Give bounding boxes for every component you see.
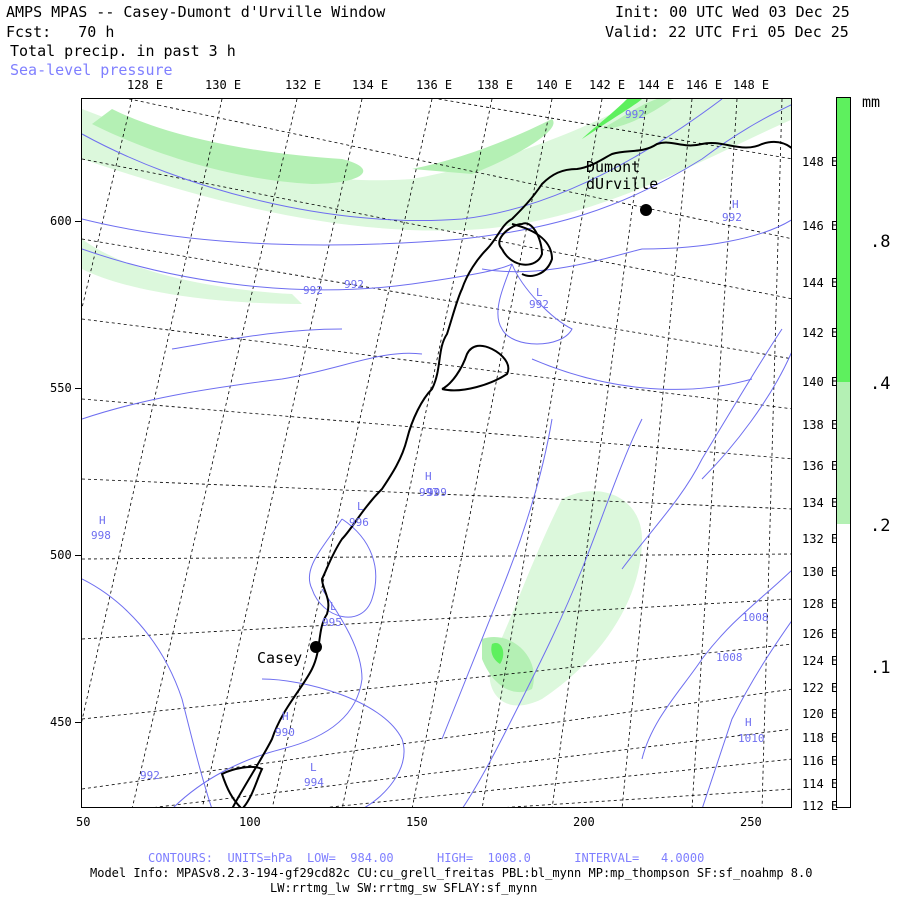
top-lon-label: 128 E — [127, 78, 164, 92]
pressure-label: H — [732, 198, 739, 211]
top-lon-label: 144 E — [638, 78, 675, 92]
top-lon-label: 130 E — [205, 78, 242, 92]
pressure-label: 994 — [304, 776, 324, 789]
map-canvas — [82, 99, 791, 807]
colorbar-label: .2 — [870, 516, 891, 536]
right-lon-label: 122 E — [802, 681, 839, 695]
pressure-label: H — [282, 710, 289, 723]
station-casey-label: Casey — [257, 649, 303, 667]
pressure-label: L — [357, 500, 364, 513]
top-lon-label: 142 E — [589, 78, 626, 92]
pressure-label: L — [330, 600, 337, 613]
x-axis-label: 150 — [406, 815, 428, 829]
pressure-label: 1008 — [742, 611, 769, 624]
top-lon-label: 136 E — [416, 78, 453, 92]
field-slp-label: Sea-level pressure — [10, 61, 173, 79]
right-lon-label: 146 E — [802, 219, 839, 233]
right-lon-label: 142 E — [802, 326, 839, 340]
right-lon-label: 116 E — [802, 754, 839, 768]
top-lon-label: 148 E — [733, 78, 770, 92]
y-axis-label: 450 — [50, 715, 72, 729]
pressure-label: H — [99, 514, 106, 527]
x-axis-label: 50 — [76, 815, 91, 829]
pressure-label: 1010 — [738, 732, 765, 745]
top-lon-label: 132 E — [285, 78, 322, 92]
right-lon-label: 114 E — [802, 777, 839, 791]
y-tick — [75, 388, 81, 389]
right-lon-label: 124 E — [802, 654, 839, 668]
pressure-label: 992 — [303, 284, 323, 297]
pressure-label: 1008 — [716, 651, 743, 664]
right-lon-label: 128 E — [802, 597, 839, 611]
pressure-label: 990 — [275, 726, 295, 739]
top-lon-label: 146 E — [686, 78, 723, 92]
pressure-label: 995 — [322, 616, 342, 629]
top-lon-label: 140 E — [536, 78, 573, 92]
right-lon-label: 136 E — [802, 459, 839, 473]
y-axis-label: 600 — [50, 214, 72, 228]
station-dumont-durville-marker[interactable] — [640, 204, 652, 216]
pressure-label: H — [425, 470, 432, 483]
right-lon-label: 138 E — [802, 418, 839, 432]
pressure-label: 992 — [344, 278, 364, 291]
field-precip-label: Total precip. in past 3 h — [10, 42, 236, 60]
y-axis-label: 550 — [50, 381, 72, 395]
coastline — [220, 140, 791, 807]
station-casey-marker[interactable] — [310, 641, 322, 653]
right-lon-label: 126 E — [802, 627, 839, 641]
x-axis-label: 200 — [573, 815, 595, 829]
colorbar-segment-none — [837, 666, 850, 807]
right-lon-label: 140 E — [802, 375, 839, 389]
model-info-2: LW:rrtmg_lw SW:rrtmg_sw SFLAY:sf_mynn — [270, 881, 538, 895]
colorbar-segment-mid — [837, 382, 850, 524]
map-title: AMPS MPAS -- Casey-Dumont d'Urville Wind… — [6, 3, 386, 21]
x-axis-label: 100 — [239, 815, 261, 829]
right-lon-label: 130 E — [802, 565, 839, 579]
precip-shading — [82, 99, 791, 706]
right-lon-label: 148 E — [802, 155, 839, 169]
map-plot[interactable]: Dumont dUrville Casey 992 992 992 992 L … — [81, 98, 792, 808]
model-info: Model Info: MPASv8.2.3-194-gf29cd82c CU:… — [90, 866, 813, 880]
valid-time: Valid: 22 UTC Fri 05 Dec 25 — [605, 23, 849, 41]
y-tick — [75, 221, 81, 222]
top-lon-label: 138 E — [477, 78, 514, 92]
pressure-label: 992 — [625, 108, 645, 121]
y-axis-label: 500 — [50, 548, 72, 562]
pressure-label: 996 — [349, 516, 369, 529]
pressure-label: L — [310, 761, 317, 774]
y-tick — [75, 555, 81, 556]
x-axis-label: 250 — [740, 815, 762, 829]
right-lon-label: 134 E — [802, 496, 839, 510]
right-lon-label: 112 E — [802, 799, 839, 813]
y-tick — [75, 722, 81, 723]
slp-contours — [82, 99, 791, 807]
pressure-label: L — [536, 286, 543, 299]
init-time: Init: 00 UTC Wed 03 Dec 25 — [615, 3, 850, 21]
pressure-label: 992 — [529, 298, 549, 311]
right-lon-label: 120 E — [802, 707, 839, 721]
right-lon-label: 118 E — [802, 731, 839, 745]
colorbar-label: .1 — [870, 658, 891, 678]
right-lon-label: 144 E — [802, 276, 839, 290]
pressure-label: 992 — [140, 769, 160, 782]
pressure-label: H — [745, 716, 752, 729]
pressure-label: 997 — [419, 486, 439, 499]
colorbar-segment-dark2 — [837, 240, 850, 382]
top-lon-label: 134 E — [352, 78, 389, 92]
pressure-label: 999 — [427, 486, 447, 499]
pressure-label: 992 — [722, 211, 742, 224]
contour-info: CONTOURS: UNITS=hPa LOW= 984.00 HIGH= 10… — [148, 851, 705, 865]
right-lon-label: 132 E — [802, 532, 839, 546]
pressure-label: 998 — [91, 529, 111, 542]
colorbar-unit: mm — [862, 93, 881, 111]
colorbar-label: .4 — [870, 374, 891, 394]
colorbar-label: .8 — [870, 232, 891, 252]
colorbar — [836, 97, 851, 808]
colorbar-segment-dark — [837, 98, 850, 240]
colorbar-segment-light — [837, 524, 850, 666]
station-dumont-durville-label: Dumont dUrville — [586, 158, 659, 193]
forecast-hour: Fcst: 70 h — [6, 23, 115, 41]
